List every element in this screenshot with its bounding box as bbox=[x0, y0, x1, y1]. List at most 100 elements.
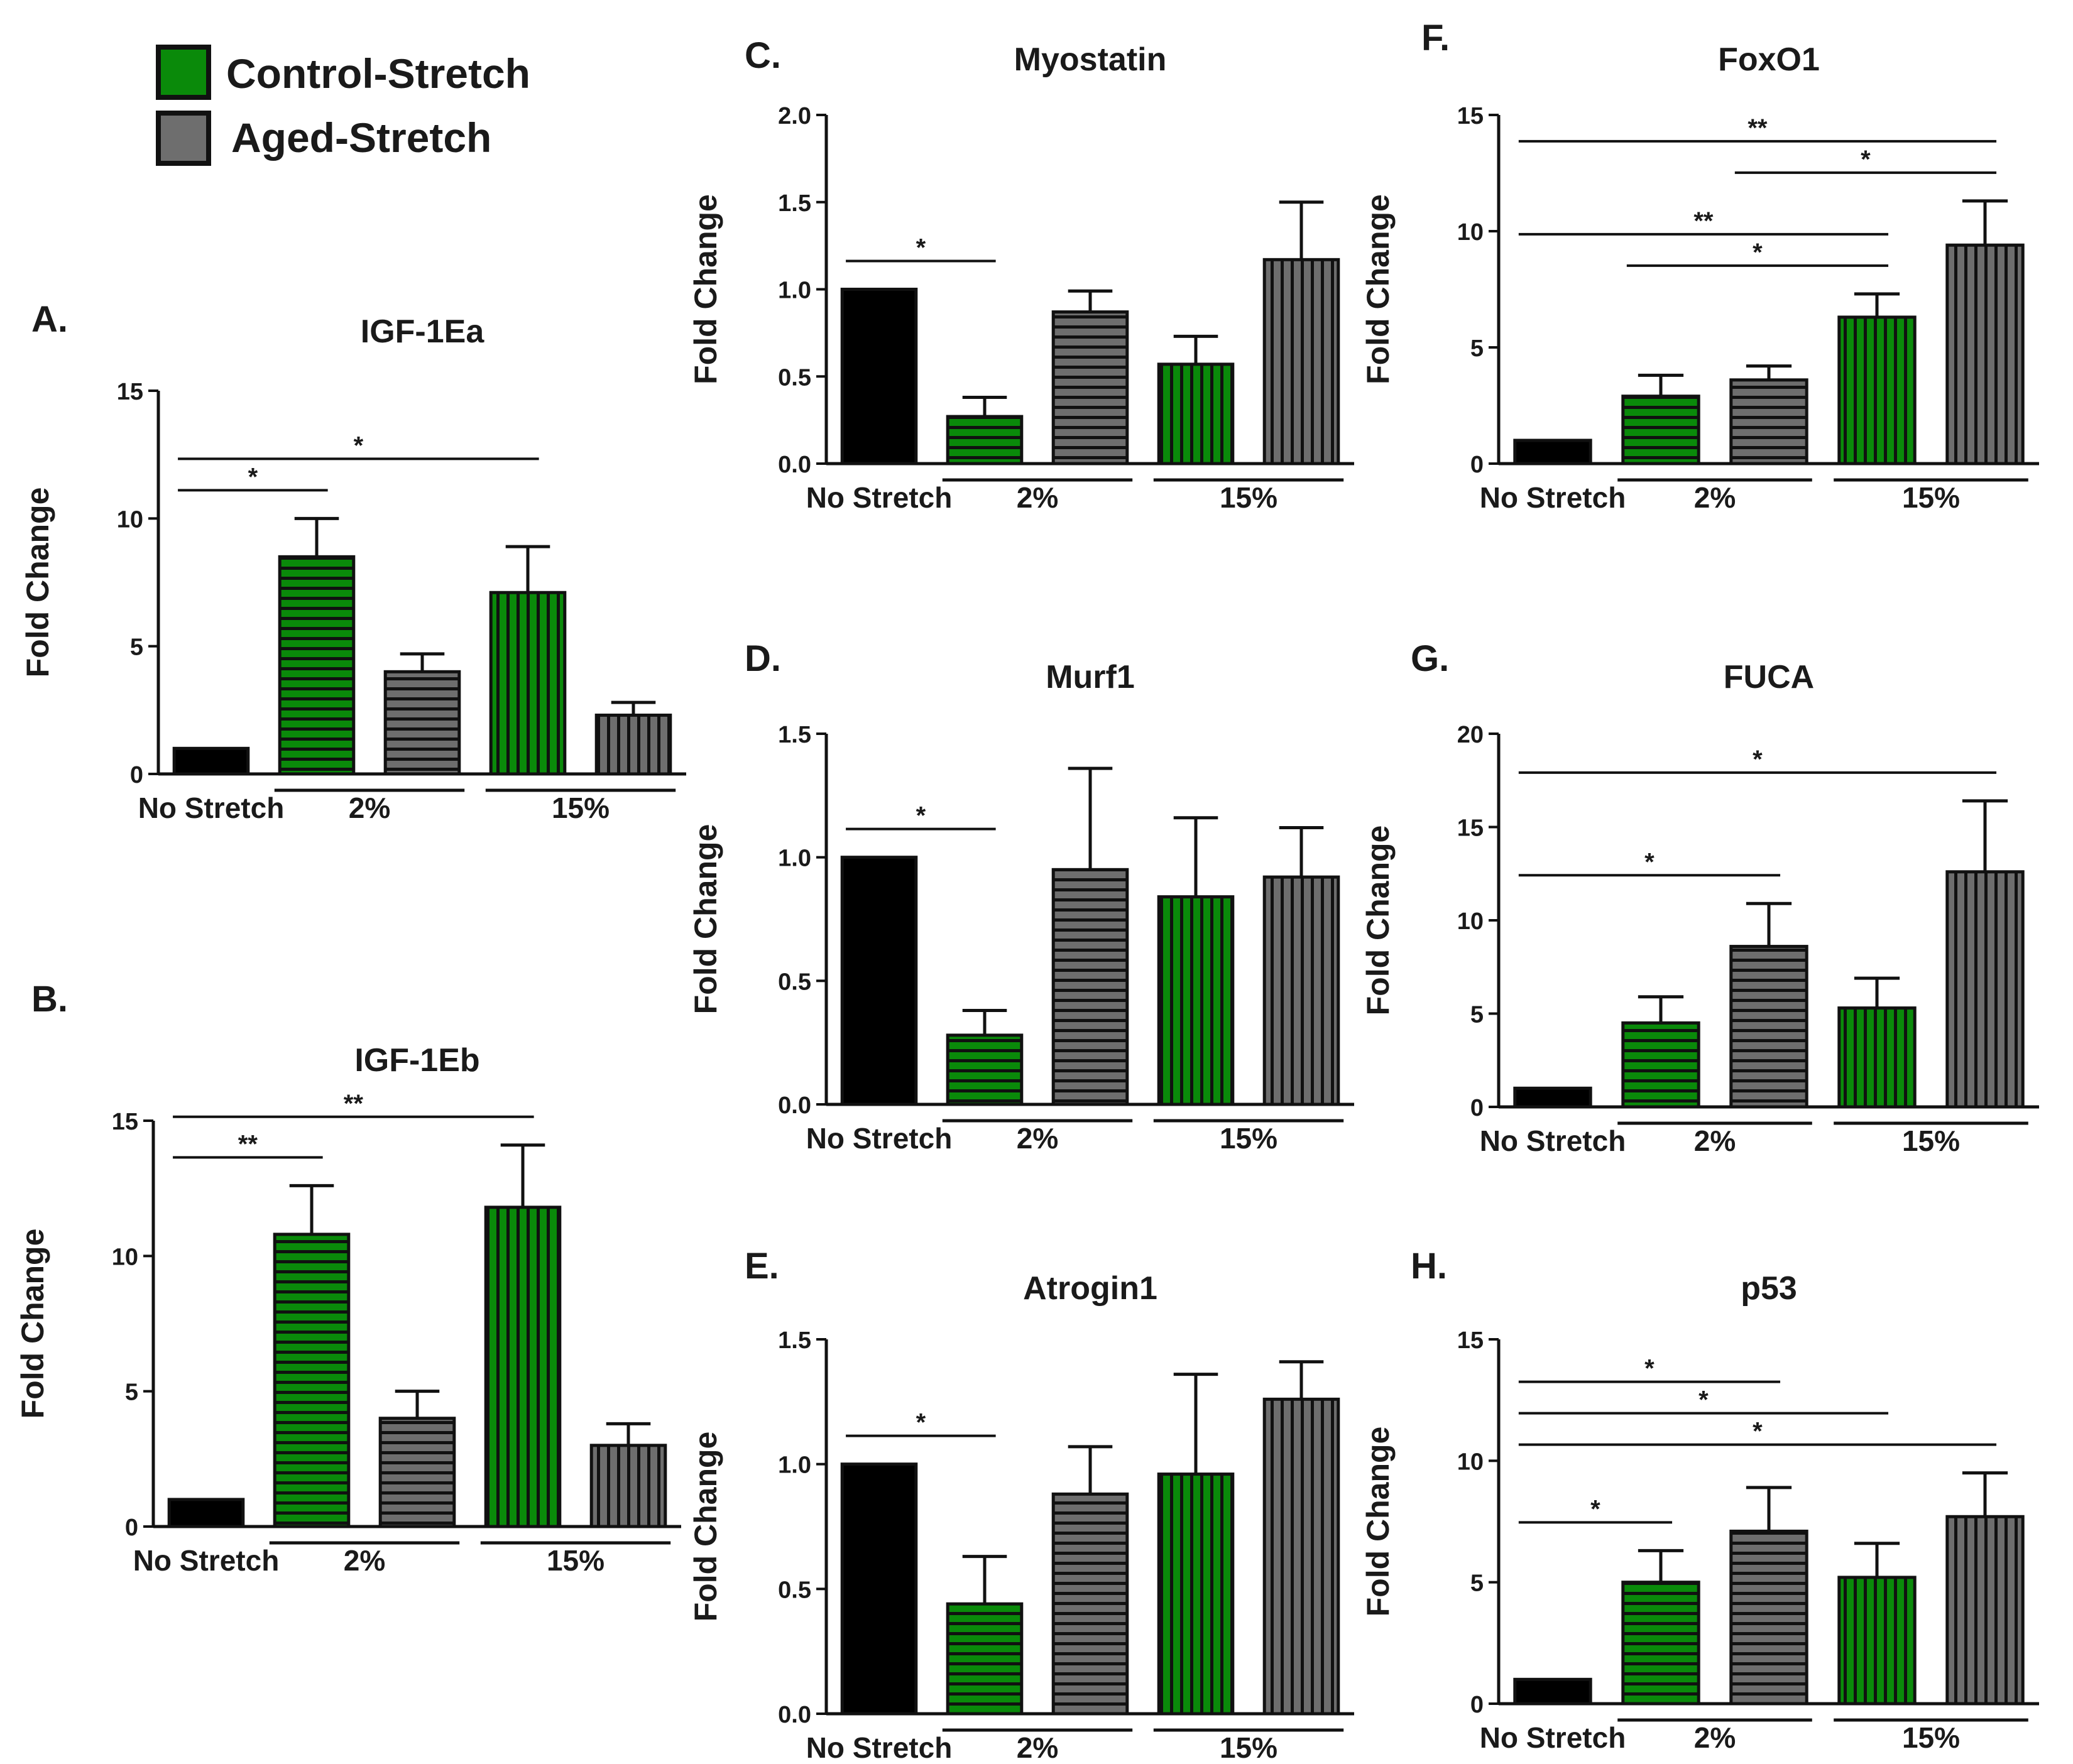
y-tick-label: 5 bbox=[1470, 1571, 1484, 1597]
significance-marker: * bbox=[1644, 848, 1655, 876]
y-tick-label: 5 bbox=[125, 1380, 138, 1406]
x-group-label: 15% bbox=[1902, 1721, 1960, 1754]
y-tick-label: 1.5 bbox=[778, 722, 811, 748]
x-group-label: No Stretch bbox=[138, 792, 285, 824]
y-tick-label: 0.0 bbox=[778, 452, 811, 478]
bar bbox=[840, 1462, 918, 1716]
bar bbox=[172, 746, 250, 776]
bar bbox=[383, 670, 461, 776]
chart-panel-myostatin: C. Myostatin Fold Change 0.0 0.5 1.0 1.5 2.0 No … bbox=[688, 35, 1354, 514]
y-tick-label: 5 bbox=[130, 634, 143, 661]
y-tick-label: 15 bbox=[112, 1109, 138, 1135]
x-group-label: 15% bbox=[547, 1544, 604, 1577]
y-tick-label: 1.0 bbox=[778, 1452, 811, 1479]
y-axis-label: Fold Change bbox=[15, 1229, 50, 1419]
legend-swatch-aged bbox=[156, 111, 211, 166]
x-group-label: No Stretch bbox=[806, 481, 953, 514]
significance-marker: * bbox=[1753, 1418, 1763, 1446]
bar bbox=[1513, 438, 1592, 466]
y-tick-label: 10 bbox=[117, 506, 143, 533]
bar bbox=[1945, 243, 2025, 466]
significance-marker: * bbox=[1753, 746, 1763, 773]
bar bbox=[1051, 868, 1129, 1106]
chart-panel-atrogin1: E. Atrogin1 Fold Change 0.0 0.5 1.0 1.5 No Stre… bbox=[688, 1246, 1354, 1764]
y-tick-label: 10 bbox=[1457, 908, 1484, 935]
y-tick-label: 15 bbox=[1457, 1327, 1484, 1354]
significance-marker: * bbox=[1753, 239, 1763, 266]
bar bbox=[1729, 945, 1808, 1109]
y-tick-label: 15 bbox=[1457, 815, 1484, 842]
y-tick-label: 0.5 bbox=[778, 969, 811, 995]
legend-label-aged: Aged-Stretch bbox=[231, 114, 491, 161]
x-group-label: 2% bbox=[1694, 1721, 1736, 1754]
bar bbox=[589, 1444, 667, 1528]
bar bbox=[1621, 1021, 1700, 1109]
y-tick-label: 1.0 bbox=[778, 846, 811, 872]
x-group-label: No Stretch bbox=[806, 1122, 953, 1155]
chart-title: Murf1 bbox=[1046, 659, 1135, 695]
y-tick-label: 1.5 bbox=[778, 190, 811, 217]
y-tick-label: 0.5 bbox=[778, 364, 811, 391]
bar bbox=[1157, 1473, 1235, 1716]
x-group-label: 2% bbox=[349, 792, 390, 824]
bar bbox=[840, 856, 918, 1106]
x-group-label: 2% bbox=[1017, 481, 1058, 514]
chart-panel-fuca: G. FUCA Fold Change 0 5 10 15 20 No Stretch 2% 15%… bbox=[1360, 638, 2039, 1157]
bar bbox=[273, 1233, 351, 1528]
bar bbox=[1945, 1515, 2025, 1706]
y-axis-label: Fold Change bbox=[1360, 194, 1396, 384]
bar bbox=[1729, 1529, 1808, 1706]
y-tick-label: 15 bbox=[117, 379, 143, 405]
x-group-label: 2% bbox=[1694, 481, 1736, 514]
panel-letter: B. bbox=[31, 979, 68, 1020]
legend-swatch-control bbox=[156, 45, 211, 100]
bar bbox=[1262, 1397, 1340, 1716]
y-axis-label: Fold Change bbox=[688, 824, 723, 1015]
chart-panel-foxo1: F. FoxO1 Fold Change 0 5 10 15 No Stretch 2% 15% *… bbox=[1360, 18, 2039, 514]
bar bbox=[278, 555, 356, 776]
x-group-label: 2% bbox=[1694, 1124, 1736, 1157]
panel-letter: C. bbox=[745, 35, 781, 76]
bar bbox=[946, 1602, 1024, 1716]
significance-marker: ** bbox=[1693, 207, 1714, 235]
chart-panel-igf-1ea: A. IGF-1Ea Fold Change 0 5 10 15 No Stretch 2% 15… bbox=[20, 299, 686, 824]
bar bbox=[489, 591, 567, 776]
y-tick-label: 0.0 bbox=[778, 1702, 811, 1728]
bar bbox=[840, 288, 918, 466]
panel-letter: E. bbox=[745, 1246, 779, 1287]
y-tick-label: 1.5 bbox=[778, 1327, 811, 1354]
y-tick-label: 10 bbox=[1457, 219, 1484, 246]
y-tick-label: 1.0 bbox=[778, 278, 811, 304]
bar bbox=[1837, 1576, 1917, 1706]
chart-panels: A. IGF-1Ea Fold Change 0 5 10 15 No Stretch 2% 15… bbox=[15, 18, 2039, 1764]
y-tick-label: 0 bbox=[130, 762, 143, 788]
chart-panel-p53: H. p53 Fold Change 0 5 10 15 No Stretch 2% 15% * * *… bbox=[1360, 1246, 2039, 1754]
significance-marker: * bbox=[354, 432, 364, 459]
y-tick-label: 0 bbox=[125, 1515, 138, 1541]
significance-marker: * bbox=[1698, 1386, 1709, 1414]
x-group-label: 2% bbox=[1017, 1122, 1058, 1155]
chart-panel-igf-1eb: B. IGF-1Eb Fold Change 0 5 10 15 No Stretch 2% 15… bbox=[15, 979, 681, 1577]
bar bbox=[1157, 895, 1235, 1106]
bar bbox=[1621, 395, 1700, 466]
significance-marker: ** bbox=[344, 1090, 364, 1118]
panel-letter: A. bbox=[31, 299, 68, 340]
panel-letter: D. bbox=[745, 638, 781, 679]
significance-marker: * bbox=[1644, 1355, 1655, 1383]
bar bbox=[946, 1033, 1024, 1106]
bar bbox=[1621, 1581, 1700, 1706]
y-tick-label: 20 bbox=[1457, 722, 1484, 748]
x-group-label: 15% bbox=[1220, 1731, 1277, 1764]
y-tick-label: 0 bbox=[1470, 1095, 1484, 1121]
significance-marker: * bbox=[916, 234, 926, 262]
y-axis-label: Fold Change bbox=[20, 487, 55, 678]
x-group-label: No Stretch bbox=[133, 1544, 280, 1577]
significance-marker: * bbox=[1861, 146, 1871, 173]
bar bbox=[167, 1498, 245, 1528]
y-axis-label: Fold Change bbox=[688, 194, 723, 384]
bar bbox=[1513, 1086, 1592, 1109]
bar bbox=[378, 1417, 456, 1528]
significance-marker: * bbox=[916, 802, 926, 830]
bar bbox=[1157, 362, 1235, 466]
